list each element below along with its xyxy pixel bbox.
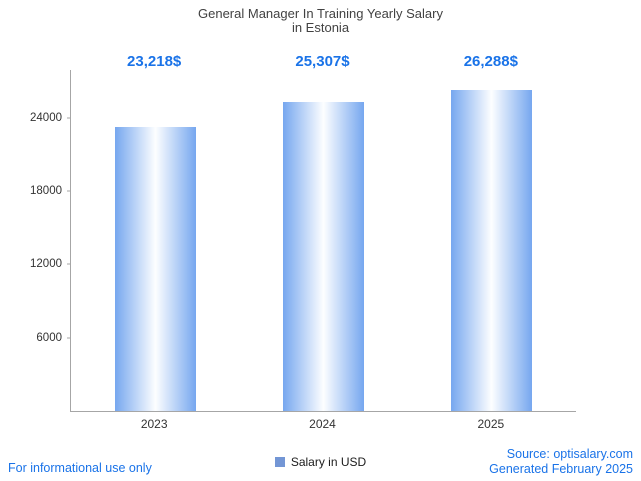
chart-title-line2: in Estonia: [291, 20, 350, 35]
y-axis-tick-label: 24000: [30, 111, 62, 124]
y-axis-tick-mark: [67, 263, 71, 265]
x-axis-label: 2023: [140, 417, 168, 431]
chart-title: General Manager In Training Yearly Salar…: [0, 7, 641, 35]
x-axis-label: 2024: [309, 417, 336, 431]
bar-value-label: 26,288$: [463, 53, 518, 70]
generated-text: Generated February 2025: [489, 462, 633, 476]
chart-title-line1: General Manager In Training Yearly Salar…: [198, 6, 443, 21]
disclaimer-text: For informational use only: [8, 461, 152, 475]
bar-value-label: 25,307$: [295, 53, 350, 70]
legend-label: Salary in USD: [290, 455, 367, 469]
value-labels-row: 23,218$ 25,307$ 26,288$: [70, 53, 575, 75]
y-axis-tick-label: 12000: [30, 258, 62, 271]
legend: Salary in USD: [0, 455, 641, 469]
y-axis-tick-mark: [67, 190, 71, 192]
y-axis-tick-mark: [67, 117, 71, 119]
y-axis-tick-label: 6000: [36, 331, 62, 344]
salary-bar-2024: [282, 101, 364, 411]
salary-bar-2023: [114, 127, 196, 411]
x-axis-labels: 2023 2024 2025: [70, 417, 575, 431]
y-axis-tick-label: 18000: [30, 185, 62, 197]
legend-swatch: [274, 457, 285, 467]
bar-value-label: 23,218$: [127, 53, 182, 70]
plot-area: 6000 12000 18000 24000: [30, 70, 576, 412]
salary-bar-2025: [451, 89, 533, 411]
y-axis-tick-mark: [67, 337, 71, 339]
x-axis-label: 2025: [477, 417, 505, 431]
bars: [71, 70, 576, 411]
source-text: Source: optisalary.com: [506, 447, 633, 461]
source-block: Source: optisalary.com Generated Februar…: [489, 447, 633, 477]
